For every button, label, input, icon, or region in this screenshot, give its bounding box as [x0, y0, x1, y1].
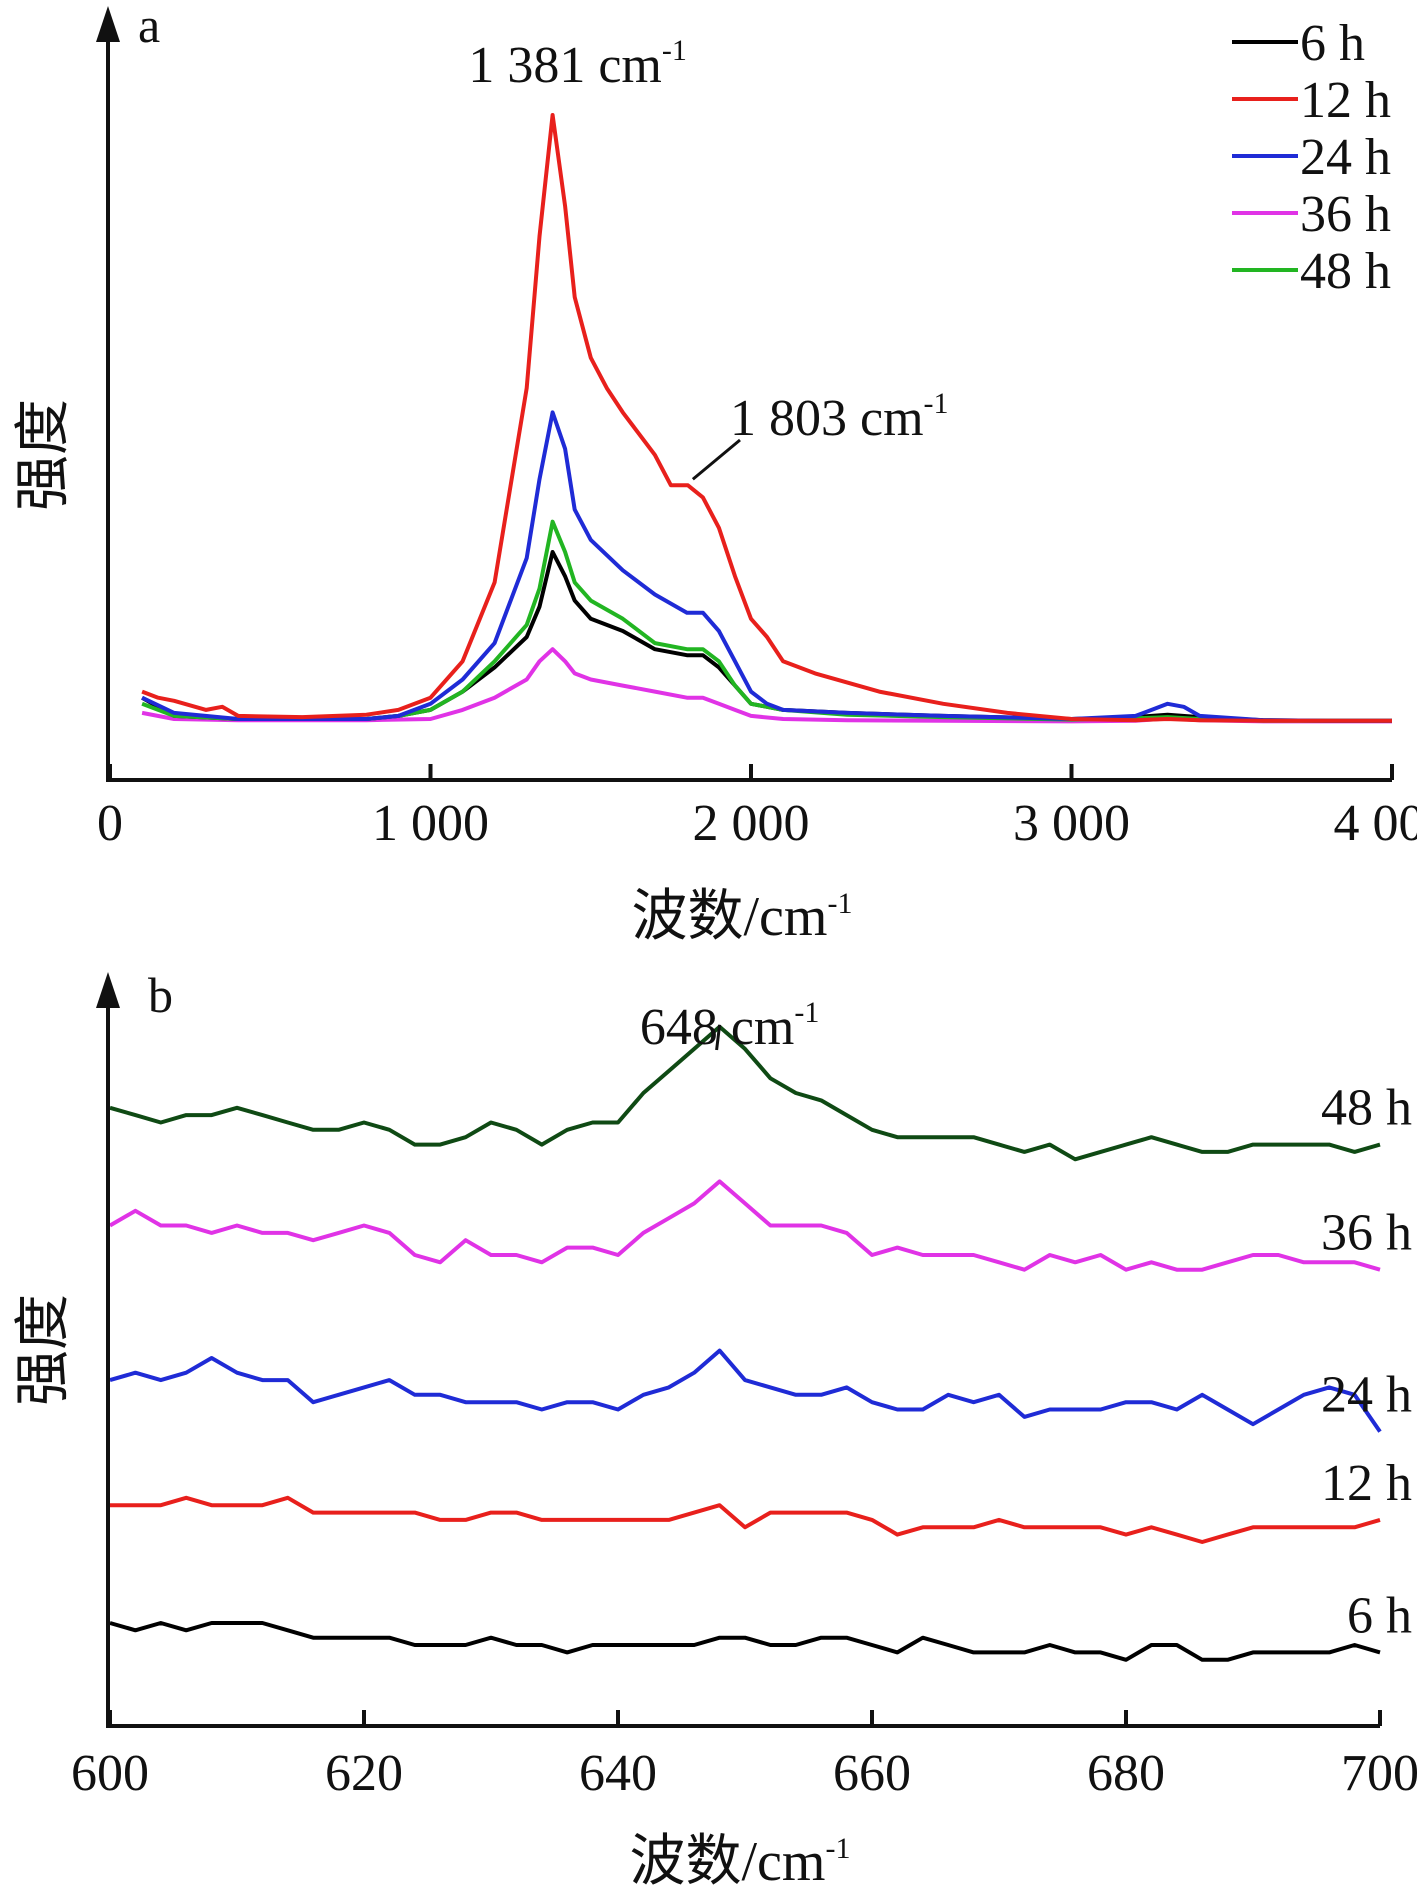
annotations: 648 cm-1 [640, 996, 820, 1056]
legend-label-48h: 48 h [1300, 243, 1391, 300]
y-axis-title: 强度 [13, 399, 75, 511]
y-axis-title: 强度 [13, 1294, 75, 1406]
x-ticks: 0 1 000 2 000 3 000 4 000 [97, 764, 1417, 852]
series-label-6h: 6 h [1347, 1587, 1412, 1644]
series-group [108, 1024, 1382, 1662]
series-group [141, 113, 1392, 724]
y-axis-arrow [96, 6, 120, 42]
series-labels: 6 h 12 h 24 h 36 h 48 h [1321, 1080, 1412, 1645]
series-line-12h [141, 113, 1392, 723]
series-line-48h [109, 1024, 1381, 1162]
y-axis-arrow [96, 972, 120, 1008]
legend: 6 h12 h24 h36 h48 h [1232, 15, 1391, 300]
x-axis-title: 波数/cm-1 [632, 886, 853, 948]
x-axis-title: 波数/cm-1 [630, 1831, 851, 1890]
x-tick-label: 4 000 [1334, 795, 1417, 852]
x-ticks: 600 620 640 660 680 700 [71, 1710, 1417, 1802]
panel-letter: b [148, 967, 173, 1023]
x-tick-label: 680 [1087, 1745, 1165, 1802]
series-line-24h [141, 410, 1392, 723]
series-label-48h: 48 h [1321, 1080, 1412, 1137]
series-label-12h: 12 h [1321, 1455, 1412, 1512]
series-line-36h [108, 1179, 1381, 1272]
series-line-48h [141, 519, 1392, 723]
legend-label-6h: 6 h [1300, 15, 1365, 72]
x-tick-label: 3 000 [1013, 795, 1130, 852]
x-tick-label: 700 [1341, 1745, 1417, 1802]
series-line-6h [109, 1621, 1381, 1662]
series-line-12h [110, 1495, 1381, 1544]
x-tick-label: 660 [833, 1745, 911, 1802]
annotation-leader-line [691, 438, 741, 481]
annotations: 1 381 cm-1 1 803 cm-1 [468, 34, 949, 481]
annotation-leader-line [715, 1024, 722, 1051]
series-line-36h [141, 647, 1392, 724]
x-tick-label: 0 [97, 795, 123, 852]
series-line-24h [109, 1348, 1382, 1433]
series-label-36h: 36 h [1321, 1205, 1412, 1262]
legend-label-12h: 12 h [1300, 72, 1391, 129]
x-tick-label: 2 000 [693, 795, 810, 852]
x-tick-label: 640 [579, 1745, 657, 1802]
x-tick-label: 1 000 [372, 795, 489, 852]
series-label-24h: 24 h [1321, 1367, 1412, 1424]
x-tick-label: 600 [71, 1745, 149, 1802]
panel-letter: a [138, 0, 160, 53]
x-tick-label: 620 [325, 1745, 403, 1802]
panel-b: b 600 620 640 660 680 700 648 cm-1 6 h 12 h 24 … [13, 967, 1417, 1890]
panel-a: a 0 1 000 2 000 3 000 4 000 1 381 cm-1 1 803 … [13, 0, 1417, 948]
legend-label-24h: 24 h [1300, 129, 1391, 186]
peak-annotation: 648 cm-1 [640, 996, 820, 1056]
peak-annotation: 1 803 cm-1 [730, 387, 949, 447]
peak-annotation: 1 381 cm-1 [468, 34, 687, 94]
legend-label-36h: 36 h [1300, 186, 1391, 243]
